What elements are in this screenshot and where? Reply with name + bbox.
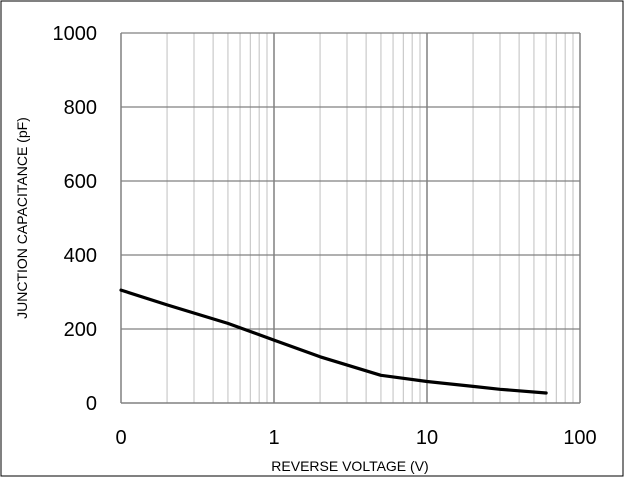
x-tick-labels: 0 1 10 100 xyxy=(115,427,596,449)
x-tick-label: 0 xyxy=(115,427,126,449)
x-axis-title: REVERSE VOLTAGE (V) xyxy=(271,458,428,474)
x-tick-label: 100 xyxy=(563,427,596,449)
y-tick-label: 400 xyxy=(64,245,97,267)
y-tick-labels: 0 200 400 600 800 1000 xyxy=(53,23,98,415)
y-tick-label: 600 xyxy=(64,171,97,193)
y-tick-label: 1000 xyxy=(53,23,98,45)
series-line xyxy=(119,288,548,395)
x-tick-label: 1 xyxy=(268,427,279,449)
y-tick-label: 800 xyxy=(64,97,97,119)
minor-gridlines xyxy=(166,33,574,403)
series-layer xyxy=(119,288,548,395)
x-tick-label: 10 xyxy=(416,427,438,449)
y-tick-label: 0 xyxy=(86,393,97,415)
major-gridlines xyxy=(121,32,581,403)
y-tick-label: 200 xyxy=(64,319,97,341)
y-axis-title: JUNCTION CAPACITANCE (pF) xyxy=(14,117,30,319)
